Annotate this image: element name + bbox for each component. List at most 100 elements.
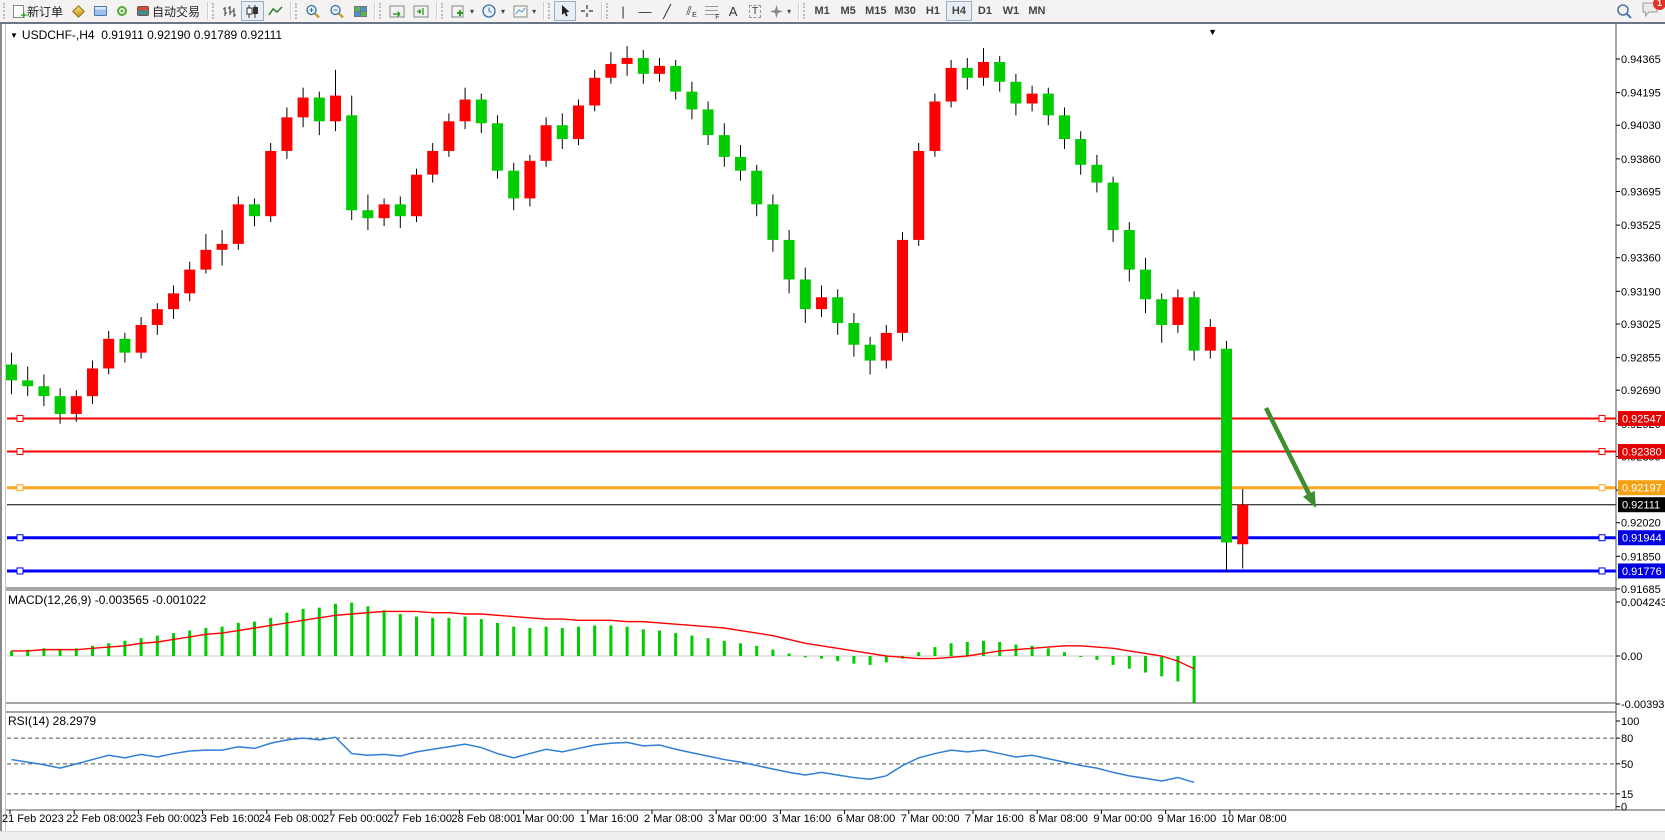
svg-text:15: 15 [1621, 789, 1633, 801]
hline-handle-left[interactable] [16, 484, 24, 492]
svg-text:28 Feb 08:00: 28 Feb 08:00 [451, 813, 516, 825]
market-watch-button[interactable] [89, 1, 111, 21]
timeframe-button-H1[interactable]: H1 [925, 5, 940, 17]
timeframe-button-H4[interactable]: H4 [945, 1, 972, 21]
candle [1059, 115, 1070, 140]
hline-handle-left[interactable] [16, 414, 24, 422]
candle [864, 344, 876, 361]
toolbar-grip[interactable] [606, 3, 609, 19]
hline-handle-right[interactable] [1598, 567, 1606, 575]
toolbar-grip[interactable] [803, 3, 806, 19]
hline-handle-right[interactable] [1598, 448, 1606, 456]
zoom-out-button[interactable] [325, 1, 349, 21]
text-label-tool[interactable]: T [744, 1, 766, 21]
rsi-indicator-label: RSI(14) 28.2979 [8, 714, 97, 728]
candle [411, 174, 422, 217]
horizontal-line-tool[interactable]: — [634, 1, 656, 21]
tile-windows-button[interactable] [349, 1, 371, 21]
toolbar-grip[interactable] [295, 3, 298, 19]
toolbar-separator [436, 2, 438, 20]
notification-badge: 1 [1653, 0, 1665, 10]
svg-text:0.00: 0.00 [1621, 651, 1642, 663]
cursor-button[interactable] [554, 1, 577, 21]
add-indicator-button[interactable]: ▾ [447, 1, 478, 21]
toolbar-grip[interactable] [441, 3, 444, 19]
chart-shift-button[interactable] [409, 1, 433, 21]
bar-chart-button[interactable] [218, 1, 241, 21]
toolbar-grip[interactable] [548, 3, 551, 19]
hline-handle-left[interactable] [16, 534, 24, 542]
autoscroll-button[interactable] [385, 1, 409, 21]
hline-handle-right[interactable] [1598, 484, 1606, 492]
horizontal-line-objects[interactable] [7, 414, 1616, 575]
svg-text:0.93360: 0.93360 [1621, 253, 1661, 265]
candle [1123, 230, 1135, 270]
candle [880, 332, 892, 361]
candle [1026, 93, 1038, 104]
candle [313, 97, 325, 122]
zoom-in-button[interactable] [301, 1, 325, 21]
candle [168, 293, 179, 310]
toolbar-separator [374, 2, 376, 20]
svg-text:0.91944: 0.91944 [1622, 533, 1662, 545]
price-axis: 0.94365 0.94195 0.94030 0.93860 0.93695 0.935… [1616, 54, 1661, 596]
chevron-down-icon: ▾ [787, 6, 792, 16]
zoom-in-icon [306, 4, 320, 18]
notifications-button[interactable]: 1 [1641, 0, 1665, 22]
candle [573, 105, 584, 140]
timeframe-button-M15[interactable]: M15 [865, 5, 887, 17]
main-toolbar: 新订单 自动交易 [0, 0, 1665, 22]
svg-text:7 Mar 16:00: 7 Mar 16:00 [965, 813, 1024, 825]
hline-handle-right[interactable] [1598, 414, 1606, 422]
vertical-line-tool[interactable]: | [612, 1, 634, 21]
candlestick-chart-button[interactable] [241, 1, 265, 21]
timeframe-button-M30[interactable]: M30 [894, 5, 916, 17]
hline-handle-left[interactable] [16, 567, 24, 575]
timeframe-button-MN[interactable]: MN [1028, 5, 1046, 17]
candle [362, 210, 374, 219]
chart-title[interactable]: ▼ USDCHF-,H4 0.91911 0.92190 0.91789 0.92… [10, 28, 282, 42]
autotrading-icon [137, 6, 150, 16]
svg-text:3 Mar 16:00: 3 Mar 16:00 [772, 813, 831, 825]
toolbar-right: 1 [1616, 0, 1665, 22]
timeframe-button-D1[interactable]: D1 [977, 5, 992, 17]
line-chart-button[interactable] [264, 1, 287, 21]
candle [767, 204, 779, 240]
signals-button[interactable] [111, 1, 133, 21]
svg-text:0.92547: 0.92547 [1622, 413, 1662, 425]
crosshair-button[interactable] [576, 1, 598, 21]
period-button[interactable]: ▾ [478, 1, 509, 21]
channel-tool[interactable]: ⫽ [678, 1, 700, 21]
svg-text:1 Mar 00:00: 1 Mar 00:00 [516, 813, 575, 825]
autoscroll-icon [389, 5, 405, 17]
candle [6, 364, 17, 381]
toolbar-grip[interactable] [212, 3, 215, 19]
toolbar-grip[interactable] [379, 3, 382, 19]
new-order-button[interactable]: 新订单 [9, 1, 67, 22]
vertical-line-icon: | [621, 3, 625, 19]
template-button[interactable]: ▾ [509, 1, 540, 21]
text-tool[interactable]: A [722, 1, 744, 21]
search-icon[interactable] [1616, 3, 1633, 20]
trend-arrow-annotation[interactable] [1263, 406, 1316, 508]
autotrading-button[interactable]: 自动交易 [133, 1, 204, 21]
chart-shift-marker-icon[interactable]: ▼ [1208, 27, 1217, 37]
hline-handle-left[interactable] [16, 448, 24, 456]
svg-text:0.93525: 0.93525 [1621, 220, 1661, 232]
trendline-tool[interactable]: ╱ [656, 1, 678, 21]
candle [427, 150, 439, 175]
crosshair-icon [581, 5, 594, 17]
candle [702, 109, 714, 136]
arrows-tool[interactable]: ▾ [766, 1, 795, 21]
hline-handle-right[interactable] [1598, 534, 1606, 542]
timeframe-button-M5[interactable]: M5 [840, 5, 856, 17]
autotrading-label: 自动交易 [152, 4, 201, 19]
timeframe-button-M1[interactable]: M1 [814, 5, 830, 17]
fibonacci-tool[interactable] [700, 1, 722, 21]
chart-title-arrow-icon: ▼ [10, 31, 18, 40]
timeframe-button-W1[interactable]: W1 [1002, 5, 1020, 17]
toolbar-grip[interactable] [3, 3, 6, 19]
new-chart-button[interactable] [67, 1, 89, 21]
